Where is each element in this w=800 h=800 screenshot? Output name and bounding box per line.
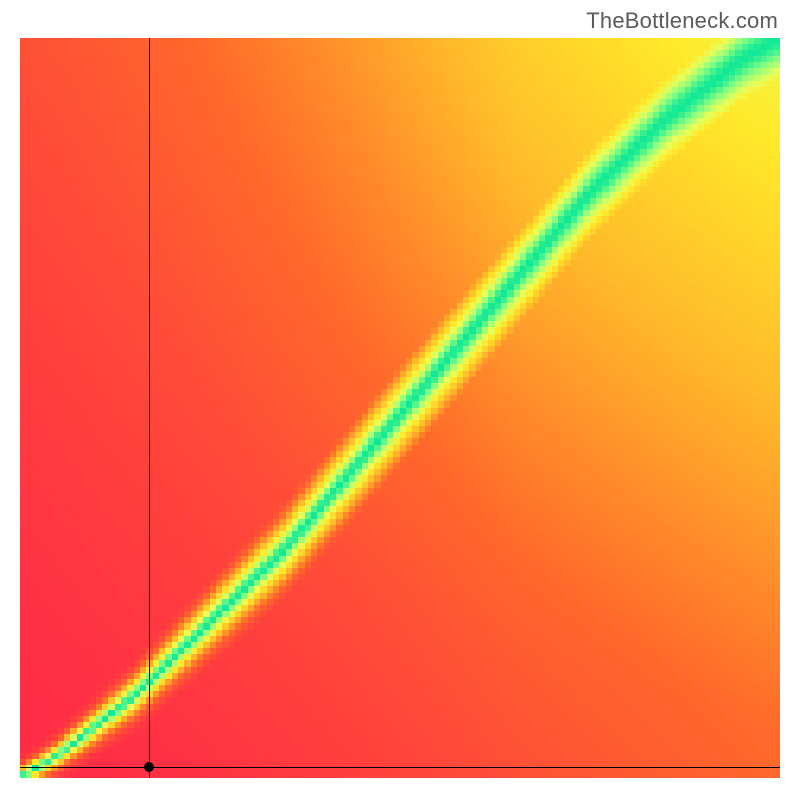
- watermark-text: TheBottleneck.com: [586, 8, 778, 34]
- crosshair-marker-dot: [144, 762, 154, 772]
- crosshair-horizontal: [20, 767, 780, 768]
- crosshair-vertical: [149, 38, 150, 778]
- heatmap-canvas: [20, 38, 780, 778]
- heatmap-plot: [20, 38, 780, 778]
